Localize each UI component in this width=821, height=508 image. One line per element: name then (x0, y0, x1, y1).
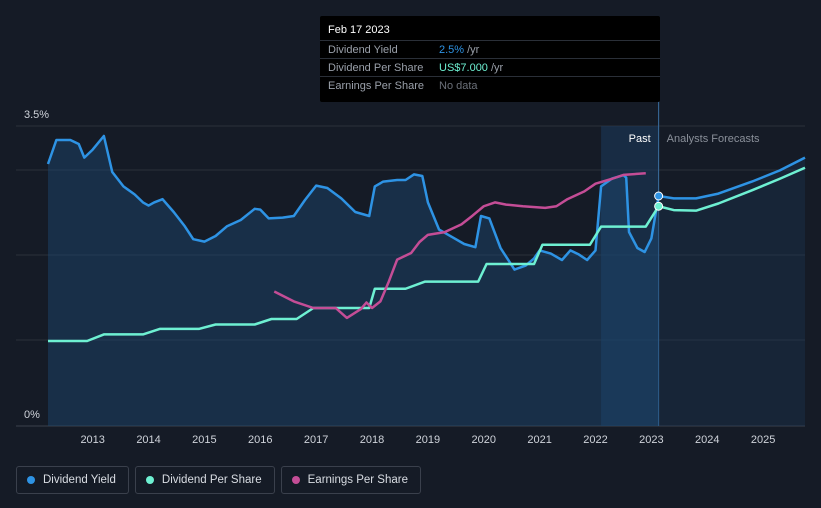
x-tick-label: 2025 (751, 434, 775, 446)
legend-item-earnings-per-share[interactable]: Earnings Per Share (280, 466, 421, 494)
legend-label: Earnings Per Share (307, 474, 408, 486)
legend-item-dividend-yield[interactable]: Dividend Yield (16, 466, 129, 494)
legend: Dividend Yield Dividend Per Share Earnin… (16, 466, 421, 494)
dividend-yield-area (48, 136, 659, 426)
dividend-yield-forecast-line (658, 156, 806, 200)
legend-dot (145, 476, 154, 484)
x-tick-label: 2013 (80, 434, 104, 446)
y-tick-label: 0% (24, 409, 40, 421)
x-tick-label: 2014 (136, 434, 160, 446)
tooltip-unit: /yr (467, 44, 480, 56)
tooltip-label: Earnings Per Share (328, 80, 424, 92)
tooltip-label: Dividend Per Share (328, 62, 424, 74)
dividend-yield-forecast-area (658, 157, 805, 426)
legend-label: Dividend Per Share (161, 474, 262, 486)
dividend-per-share-line (48, 205, 660, 343)
x-tick-label: 2020 (472, 434, 496, 446)
tooltip-value: No data (439, 80, 478, 92)
dividend-yield-line (46, 134, 660, 271)
tooltip-date: Feb 17 2023 (328, 24, 390, 36)
tooltip-value-text: No data (439, 80, 478, 92)
x-tick-label: 2024 (695, 434, 719, 446)
legend-dot (27, 476, 35, 484)
x-tick-label: 2022 (583, 434, 607, 446)
x-tick-label: 2017 (304, 434, 328, 446)
y-tick-label: 3.5% (24, 109, 49, 121)
forecast-label: Analysts Forecasts (667, 133, 760, 145)
tooltip-label: Dividend Yield (328, 44, 398, 56)
x-tick-label: 2021 (527, 434, 551, 446)
earnings-per-share-line (273, 172, 646, 320)
x-tick-label: 2015 (192, 434, 216, 446)
legend-label: Dividend Yield (43, 474, 116, 486)
tooltip-row-earnings-per-share: Earnings Per Share No data (320, 76, 660, 95)
x-tick-label: 2018 (360, 434, 384, 446)
tooltip-value-text: US$7.000 (439, 62, 488, 74)
x-tick-label: 2019 (416, 434, 440, 446)
tooltip-unit: /yr (490, 62, 504, 74)
x-tick-label: 2023 (639, 434, 663, 446)
legend-item-dividend-per-share[interactable]: Dividend Per Share (134, 466, 275, 494)
dividend-per-share-forecast-line (658, 166, 806, 212)
tooltip-value: 2.5%/yr (439, 44, 479, 56)
tooltip-row-dividend-per-share: Dividend Per Share US$7.000/yr (320, 58, 660, 77)
dividend-per-share-marker (654, 201, 664, 211)
past-label: Past (629, 133, 651, 145)
dividend-yield-marker (654, 191, 664, 201)
tooltip-value: US$7.000/yr (439, 62, 503, 74)
tooltip-value-text: 2.5% (439, 44, 465, 56)
legend-dot (291, 476, 300, 484)
tooltip-row-dividend-yield: Dividend Yield 2.5%/yr (320, 40, 660, 59)
past-band (601, 126, 659, 426)
x-tick-label: 2016 (248, 434, 272, 446)
tooltip: Feb 17 2023 Dividend Yield 2.5%/yr Divid… (320, 16, 660, 102)
